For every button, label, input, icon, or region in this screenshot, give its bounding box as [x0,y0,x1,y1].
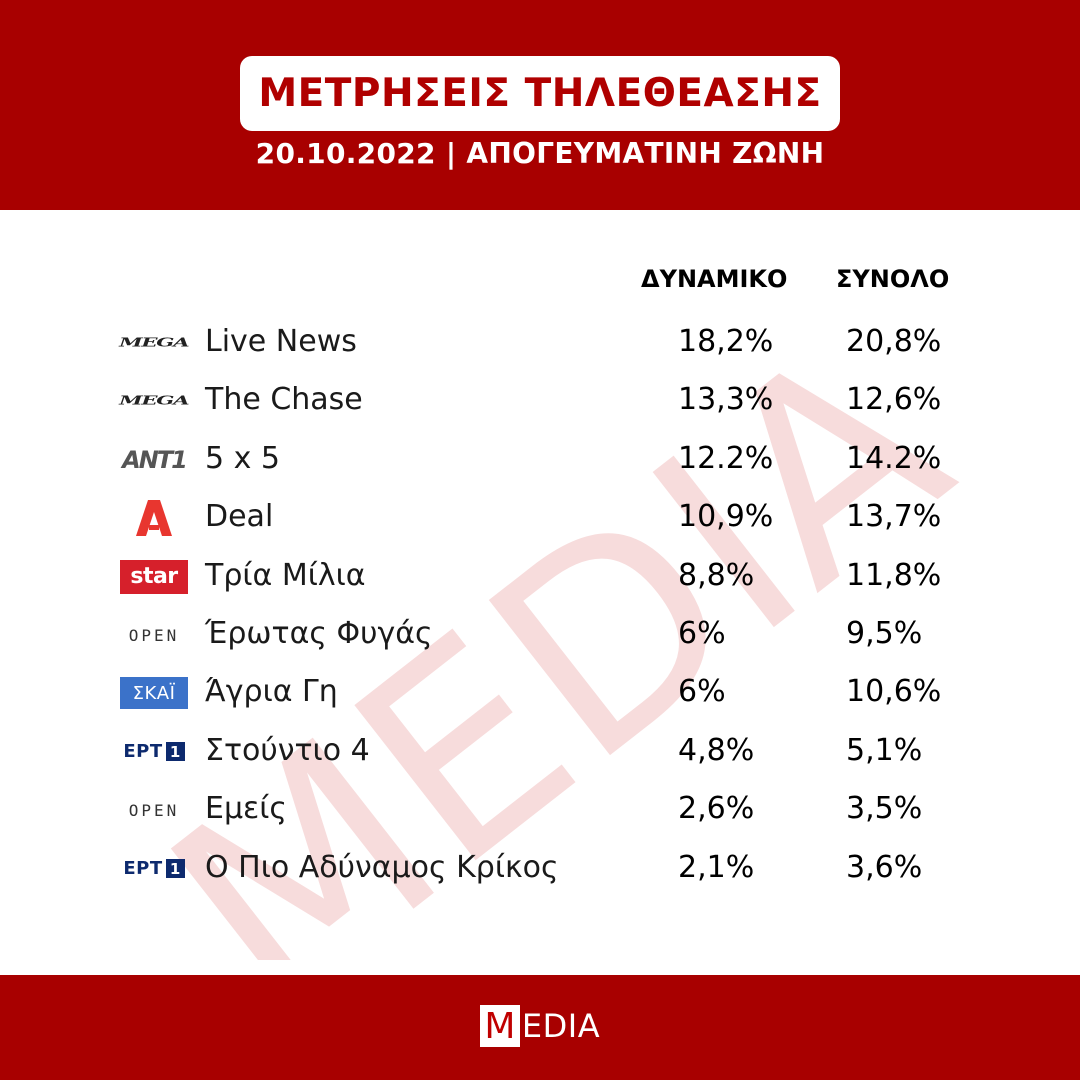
title-box: ΜΕΤΡΗΣΕΙΣ ΤΗΛΕΘΕΑΣΗΣ [240,56,840,131]
media-logo-m: M [479,1005,520,1047]
media-logo: M EDIA [0,1005,1080,1047]
table-row: MEGA The Chase 13,3% 12,6% [0,373,1080,431]
alpha-logo-icon [116,498,192,538]
table-row: ΕΡΤ 1 Στούντιο 4 4,8% 5,1% [0,724,1080,782]
ert1-logo-number: 1 [165,859,185,879]
table-row: ANT1 5 x 5 12.2% 14.2% [0,432,1080,490]
synolo-value: 14.2% [846,440,942,476]
show-name: 5 x 5 [205,440,280,476]
ant1-logo-text: ANT1 [122,445,188,474]
ert1-logo-number: 1 [165,742,185,762]
show-name: Άγρια Γη [205,674,338,710]
synolo-value: 10,6% [846,674,942,710]
synolo-value: 11,8% [846,557,942,593]
dynamiko-value: 12.2% [678,440,774,476]
synolo-value: 12,6% [846,382,942,418]
dynamiko-value: 6% [678,616,726,651]
alpha-logo-shape [136,500,172,537]
ert1-logo-text: ΕΡΤ [123,741,163,763]
open-logo-text: OPEN [128,625,180,645]
column-header-dynamiko: ΔΥΝΑΜΙΚΟ [641,265,788,293]
header-banner: ΜΕΤΡΗΣΕΙΣ ΤΗΛΕΘΕΑΣΗΣ 20.10.2022 | ΑΠΟΓΕΥ… [0,0,1080,210]
star-logo-icon: star [116,557,192,597]
column-header-synolo: ΣΥΝΟΛΟ [836,265,950,293]
footer-banner: M EDIA [0,975,1080,1080]
mega-logo-icon: MEGA [116,323,192,363]
table-row: ΣΚΑΪ Άγρια Γη 6% 10,6% [0,665,1080,723]
ert1-logo-mark: ΕΡΤ 1 [123,858,185,880]
page-title: ΜΕΤΡΗΣΕΙΣ ΤΗΛΕΘΕΑΣΗΣ [258,71,822,116]
dynamiko-value: 8,8% [678,557,755,593]
synolo-value: 5,1% [846,732,923,768]
dynamiko-value: 18,2% [678,324,774,359]
mega-logo-icon: MEGA [116,381,192,421]
skai-logo-icon: ΣΚΑΪ [116,673,192,713]
synolo-value: 3,6% [846,849,923,885]
open-logo-icon: OPEN [116,790,192,830]
show-name: Έρωτας Φυγάς [205,616,433,651]
show-name: Εμείς [205,791,288,827]
show-name: Στούντιο 4 [205,732,370,768]
ert1-logo-mark: ΕΡΤ 1 [123,741,185,763]
show-name: Τρία Μίλια [205,557,366,593]
synolo-value: 20,8% [846,324,942,359]
mega-logo-text: MEGA [119,394,190,409]
table-row: ΕΡΤ 1 Ο Πιο Αδύναμος Κρίκος 2,1% 3,6% [0,841,1080,899]
synolo-value: 3,5% [846,791,923,827]
open-logo-icon: OPEN [116,615,192,655]
table-row: OPEN Έρωτας Φυγάς 6% 9,5% [0,607,1080,665]
synolo-value: 9,5% [846,616,923,651]
ant1-logo-icon: ANT1 [116,440,192,480]
page-subtitle: 20.10.2022 | ΑΠΟΓΕΥΜΑΤΙΝΗ ΖΩΝΗ [255,137,825,170]
ert1-logo-icon: ΕΡΤ 1 [116,849,192,889]
dynamiko-value: 10,9% [678,499,774,535]
mega-logo-text: MEGA [119,336,190,350]
dynamiko-value: 4,8% [678,732,755,768]
dynamiko-value: 6% [678,674,726,710]
table-row: OPEN Εμείς 2,6% 3,5% [0,782,1080,840]
skai-logo-text: ΣΚΑΪ [120,677,188,710]
star-logo-text: star [120,559,188,594]
table-row: Deal 10,9% 13,7% [0,490,1080,548]
ert1-logo-icon: ΕΡΤ 1 [116,732,192,772]
media-logo-rest: EDIA [521,1007,601,1045]
dynamiko-value: 2,1% [678,849,755,885]
table-row: star Τρία Μίλια 8,8% 11,8% [0,549,1080,607]
ert1-logo-text: ΕΡΤ [123,858,163,880]
table-row: MEGA Live News 18,2% 20,8% [0,315,1080,373]
show-name: The Chase [205,382,363,418]
open-logo-text: OPEN [128,800,180,820]
dynamiko-value: 13,3% [678,382,774,418]
synolo-value: 13,7% [846,499,942,535]
show-name: Live News [205,324,357,359]
dynamiko-value: 2,6% [678,791,755,827]
show-name: Deal [205,499,274,535]
show-name: Ο Πιο Αδύναμος Κρίκος [205,849,559,885]
